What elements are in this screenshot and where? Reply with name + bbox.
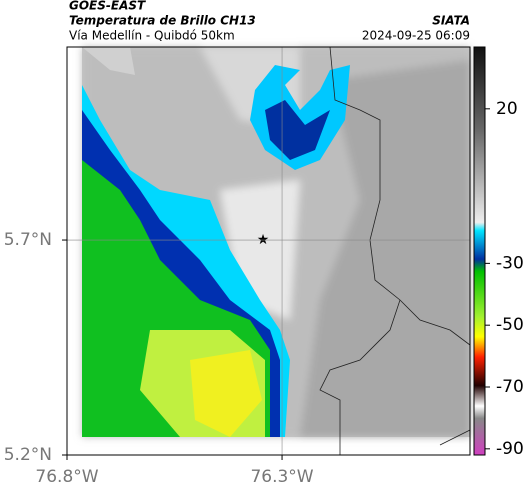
colorbar-tick-label: -90 xyxy=(496,439,524,459)
colorbar-tick-label: -50 xyxy=(496,315,524,335)
colorbar-tick-label: 20 xyxy=(496,99,518,119)
colorbar-tick-label: -70 xyxy=(496,377,524,397)
y-tick-label: 5.2°N xyxy=(4,445,52,465)
title: GOES-EAST xyxy=(69,0,146,13)
source: SIATA xyxy=(432,14,470,28)
x-tick-label: 76.8°W xyxy=(35,467,98,487)
timestamp: 2024-09-25 06:09 xyxy=(362,29,470,43)
subtitle: Temperatura de Brillo CH13 xyxy=(69,14,256,28)
route: Vía Medellín - Quibdó 50km xyxy=(69,29,235,43)
y-tick-label: 5.7°N xyxy=(4,230,52,250)
colorbar-tick-label: -30 xyxy=(496,253,524,273)
map-frame xyxy=(66,46,471,456)
x-tick-label: 76.3°W xyxy=(250,467,313,487)
colorbar xyxy=(473,46,486,456)
grid xyxy=(67,47,470,455)
map-image: ★ xyxy=(67,46,471,455)
